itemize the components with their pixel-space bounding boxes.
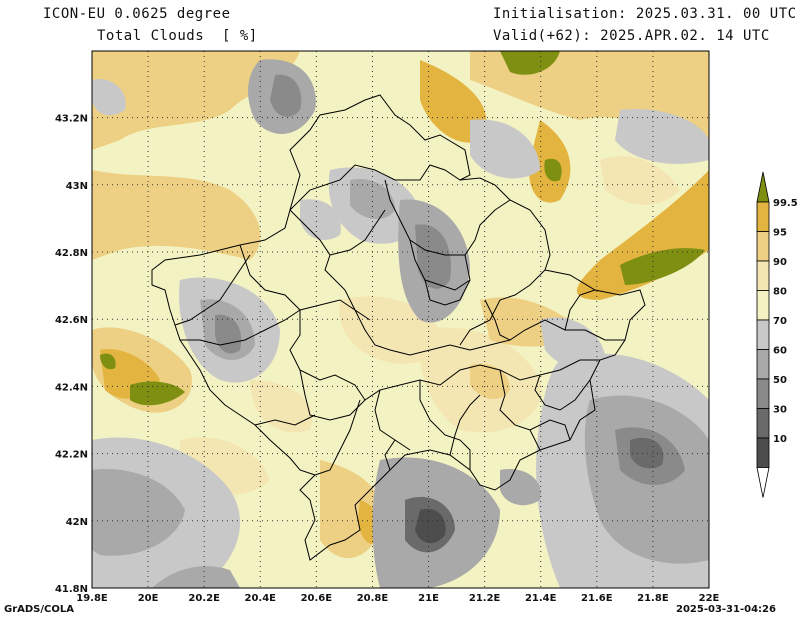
colorbar-label: 90 (773, 257, 787, 268)
model-title: ICON-EU 0.0625 degree (43, 6, 231, 22)
y-tick-label: 41.8N (55, 584, 88, 595)
colorbar-label: 95 (773, 228, 787, 239)
colorbar-segment (756, 319, 770, 350)
y-tick-label: 42.2N (55, 450, 88, 461)
x-tick-label: 22E (699, 593, 720, 604)
x-tick-label: 20.4E (245, 593, 277, 604)
footer-timestamp: 2025-03-31-04:26 (676, 604, 776, 615)
x-tick-label: 20.8E (357, 593, 389, 604)
colorbar-label: 10 (773, 434, 787, 445)
init-time: Initialisation: 2025.03.31. 00 UTC (493, 6, 797, 22)
x-tick-label: 19.8E (76, 593, 108, 604)
y-tick-label: 42N (66, 517, 88, 528)
y-tick-label: 42.8N (55, 248, 88, 259)
colorbar-label: 99.5 (773, 198, 798, 209)
colorbar-segment (756, 201, 770, 232)
y-tick-label: 42.6N (55, 315, 88, 326)
administrative-borders (151, 94, 646, 561)
map-frame (91, 50, 710, 589)
x-tick-label: 21.2E (469, 593, 501, 604)
colorbar-segment (756, 378, 770, 409)
colorbar-min-triangle (756, 467, 770, 498)
colorbar-segment (756, 349, 770, 380)
colorbar-label: 70 (773, 316, 787, 327)
x-tick-label: 20E (138, 593, 159, 604)
colorbar: 99.5 95 90 80 70 60 50 30 10 (756, 171, 798, 498)
y-tick-label: 42.4N (55, 382, 88, 393)
variable-title: Total Clouds [ %] (97, 28, 258, 44)
x-tick-label: 21E (418, 593, 439, 604)
colorbar-segment (756, 260, 770, 291)
x-tick-label: 20.2E (188, 593, 220, 604)
valid-time: Valid(+62): 2025.APR.02. 14 UTC (493, 28, 770, 44)
colorbar-max-triangle (756, 171, 770, 203)
colorbar-label: 80 (773, 287, 787, 298)
y-tick-label: 43N (66, 181, 88, 192)
colorbar-label: 60 (773, 346, 787, 357)
footer-software: GrADS/COLA (4, 604, 74, 615)
colorbar-segment (756, 290, 770, 321)
colorbar-segment (756, 437, 770, 468)
x-tick-label: 21.6E (581, 593, 613, 604)
cloud-field (92, 51, 709, 588)
colorbar-segment (756, 408, 770, 439)
colorbar-label: 30 (773, 405, 787, 416)
x-tick-label: 20.6E (301, 593, 333, 604)
colorbar-segment (756, 231, 770, 262)
y-tick-label: 43.2N (55, 114, 88, 125)
x-tick-label: 21.8E (637, 593, 669, 604)
x-tick-label: 21.4E (525, 593, 557, 604)
colorbar-label: 50 (773, 375, 787, 386)
